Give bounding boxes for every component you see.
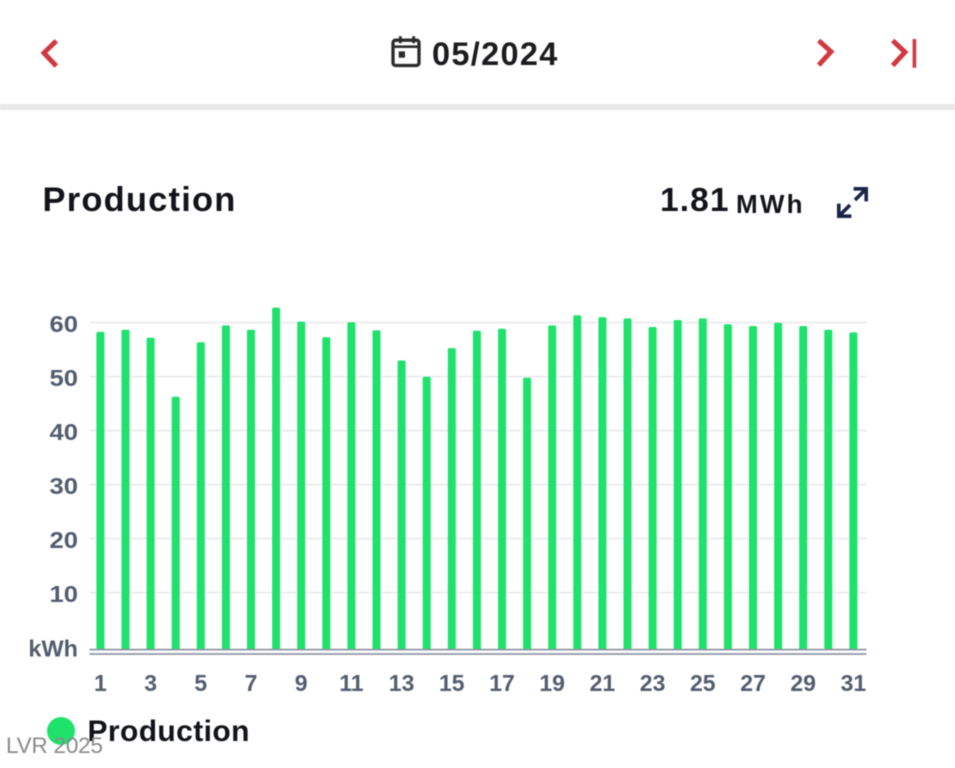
svg-text:19: 19 [539,670,565,696]
svg-text:29: 29 [790,670,816,696]
svg-text:40: 40 [50,419,79,445]
svg-text:kWh: kWh [28,636,78,662]
svg-text:3: 3 [144,670,157,696]
svg-text:9: 9 [295,670,308,696]
svg-text:11: 11 [339,670,364,696]
svg-text:27: 27 [740,670,766,696]
svg-text:15: 15 [439,670,465,696]
svg-text:7: 7 [245,670,258,696]
svg-text:31: 31 [841,670,867,696]
svg-text:23: 23 [640,670,666,696]
svg-text:1: 1 [94,670,107,696]
svg-text:50: 50 [50,365,79,391]
svg-text:10: 10 [50,581,79,607]
svg-text:21: 21 [590,670,616,696]
svg-text:17: 17 [489,670,515,696]
svg-text:30: 30 [50,473,79,499]
svg-text:13: 13 [389,670,415,696]
svg-text:25: 25 [690,670,716,696]
svg-text:5: 5 [194,670,207,696]
svg-text:20: 20 [50,527,79,553]
svg-text:60: 60 [50,311,79,337]
